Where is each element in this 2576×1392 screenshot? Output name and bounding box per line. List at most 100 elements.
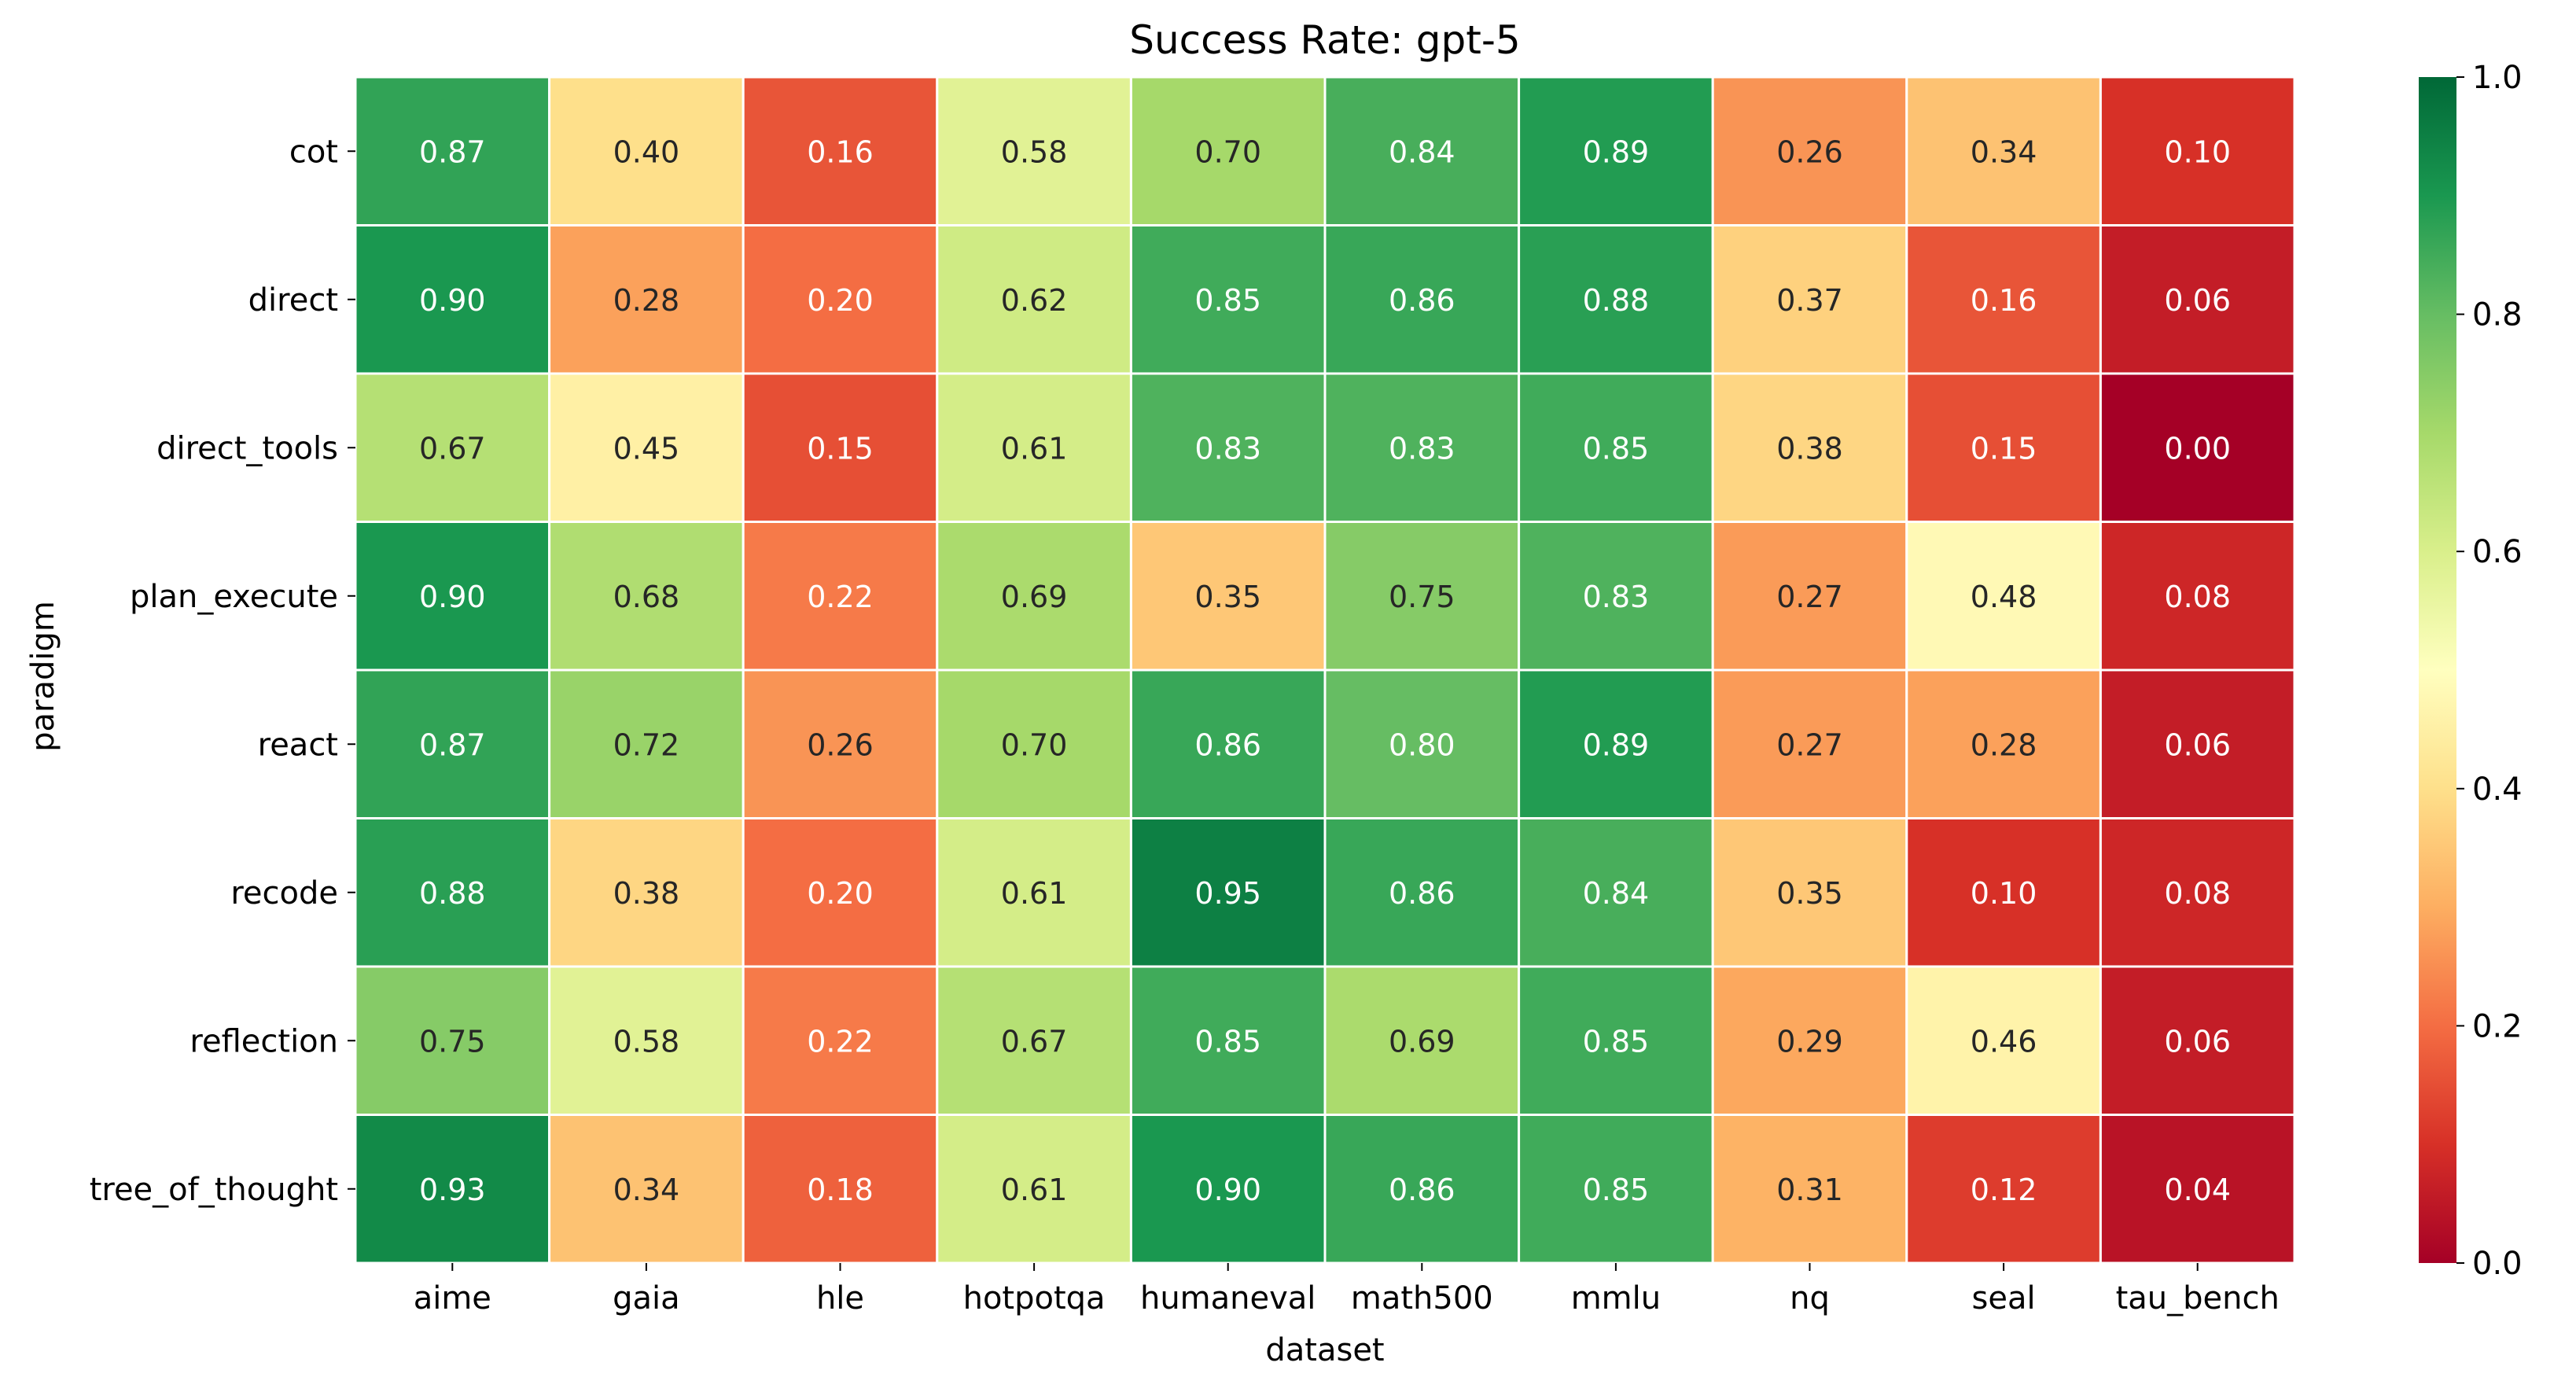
cell-value-label: 0.90 (419, 580, 486, 614)
cell-value-label: 0.93 (419, 1173, 486, 1207)
cell-value-label: 0.90 (1194, 1173, 1261, 1207)
cell-value-label: 0.38 (613, 876, 680, 911)
cell-value-label: 0.80 (1389, 727, 1455, 762)
x-tick-label: mmlu (1571, 1280, 1661, 1317)
heatmap-cell (1905, 521, 2102, 672)
cell-value-label: 0.89 (1583, 727, 1650, 762)
cell-value-label: 0.72 (613, 727, 680, 762)
y-axis-label: paradigm (25, 601, 61, 752)
heatmap-cell (1518, 668, 1714, 819)
cell-value-label: 0.15 (807, 431, 874, 466)
heatmap-cell (1905, 668, 2102, 819)
cell-value-label: 0.29 (1776, 1024, 1843, 1059)
heatmap-cell (1323, 1114, 1521, 1265)
x-tick-label: tau_bench (2116, 1280, 2280, 1317)
colorbar-tick-label: 0.0 (2472, 1246, 2523, 1282)
heatmap-cell (548, 75, 745, 226)
cell-value-label: 0.08 (2164, 876, 2231, 911)
heatmap-cell (1905, 965, 2102, 1116)
cell-value-label: 0.18 (807, 1173, 874, 1207)
x-axis-label: dataset (1265, 1332, 1384, 1368)
cell-value-label: 0.61 (1001, 1173, 1068, 1207)
cell-value-label: 0.69 (1389, 1024, 1455, 1059)
colorbar-tick-label: 0.2 (2472, 1008, 2523, 1044)
heatmap-cell (2099, 75, 2296, 226)
heatmap-cell (936, 965, 1132, 1116)
heatmap-cell (1711, 75, 1908, 226)
heatmap-cell (936, 1114, 1132, 1265)
cell-value-label: 0.38 (1776, 431, 1843, 466)
colorbar-tick-label: 0.4 (2472, 771, 2523, 808)
x-tick-label: nq (1790, 1280, 1830, 1317)
heatmap-cell (1711, 965, 1908, 1116)
heatmap-cells: 0.87 0.40 0.16 0.58 0.70 0.84 0.89 0.26 0.34 0.10… (354, 75, 2296, 1265)
heatmap-cell (936, 75, 1132, 226)
heatmap-cell (1323, 668, 1521, 819)
chart-title: Success Rate: gpt-5 (1129, 17, 1521, 63)
heatmap-cell (548, 1114, 745, 1265)
y-tick-label: tree_of_thought (90, 1172, 338, 1208)
colorbar: 0.0 0.2 0.4 0.6 0.8 1.0 (2419, 60, 2523, 1282)
heatmap-cell (1129, 668, 1327, 819)
cell-value-label: 0.12 (1971, 1173, 2037, 1207)
heatmap-cell (548, 372, 745, 523)
heatmap-cell (2099, 372, 2296, 523)
heatmap-cell (936, 817, 1132, 968)
cell-value-label: 0.61 (1001, 876, 1068, 911)
heatmap-cell (354, 817, 551, 968)
heatmap-cell (1323, 224, 1521, 375)
cell-value-label: 0.85 (1583, 431, 1650, 466)
cell-value-label: 0.06 (2164, 727, 2231, 762)
heatmap-cell (1905, 1114, 2102, 1265)
cell-value-label: 0.70 (1001, 727, 1068, 762)
cell-value-label: 0.84 (1583, 876, 1650, 911)
cell-value-label: 0.85 (1194, 283, 1261, 318)
heatmap-cell (1711, 224, 1908, 375)
cell-value-label: 0.16 (807, 134, 874, 169)
cell-value-label: 0.88 (1583, 283, 1650, 318)
heatmap-cell (1323, 817, 1521, 968)
heatmap-cell (1129, 372, 1327, 523)
cell-value-label: 0.69 (1001, 580, 1068, 614)
colorbar-gradient (2419, 77, 2456, 1263)
cell-value-label: 0.62 (1001, 283, 1068, 318)
cell-value-label: 0.31 (1776, 1173, 1843, 1207)
x-tick-label: gaia (613, 1280, 680, 1317)
colorbar-tick-label: 0.6 (2472, 534, 2523, 570)
y-tick-label: recode (230, 875, 338, 911)
cell-value-label: 0.28 (1971, 727, 2037, 762)
x-axis-ticks: aime gaia hle hotpotqa humaneval math500 mmlu n… (414, 1263, 2280, 1317)
cell-value-label: 0.61 (1001, 431, 1068, 466)
cell-value-label: 0.27 (1776, 727, 1843, 762)
cell-value-label: 0.86 (1194, 727, 1261, 762)
heatmap-cell (1711, 1114, 1908, 1265)
cell-value-label: 0.70 (1194, 134, 1261, 169)
heatmap-cell (742, 75, 939, 226)
heatmap-cell (1518, 224, 1714, 375)
heatmap-cell (2099, 965, 2296, 1116)
cell-value-label: 0.35 (1194, 580, 1261, 614)
cell-value-label: 0.86 (1389, 876, 1455, 911)
heatmap-cell (742, 817, 939, 968)
heatmap-cell (1129, 521, 1327, 672)
cell-value-label: 0.87 (419, 727, 486, 762)
cell-value-label: 0.83 (1583, 580, 1650, 614)
cell-value-label: 0.00 (2164, 431, 2231, 466)
cell-value-label: 0.45 (613, 431, 680, 466)
heatmap-cell (354, 521, 551, 672)
y-tick-label: react (258, 727, 338, 763)
heatmap-cell (742, 372, 939, 523)
cell-value-label: 0.34 (1971, 134, 2037, 169)
cell-value-label: 0.68 (613, 580, 680, 614)
cell-value-label: 0.34 (613, 1173, 680, 1207)
x-tick-label: aime (414, 1280, 491, 1317)
cell-value-label: 0.35 (1776, 876, 1843, 911)
heatmap-cell (1323, 75, 1521, 226)
cell-value-label: 0.20 (807, 283, 874, 318)
y-tick-label: reflection (190, 1023, 338, 1059)
heatmap-cell (354, 965, 551, 1116)
heatmap-cell (1711, 668, 1908, 819)
heatmap-cell (354, 372, 551, 523)
heatmap-cell (2099, 668, 2296, 819)
y-tick-label: plan_execute (130, 579, 338, 615)
